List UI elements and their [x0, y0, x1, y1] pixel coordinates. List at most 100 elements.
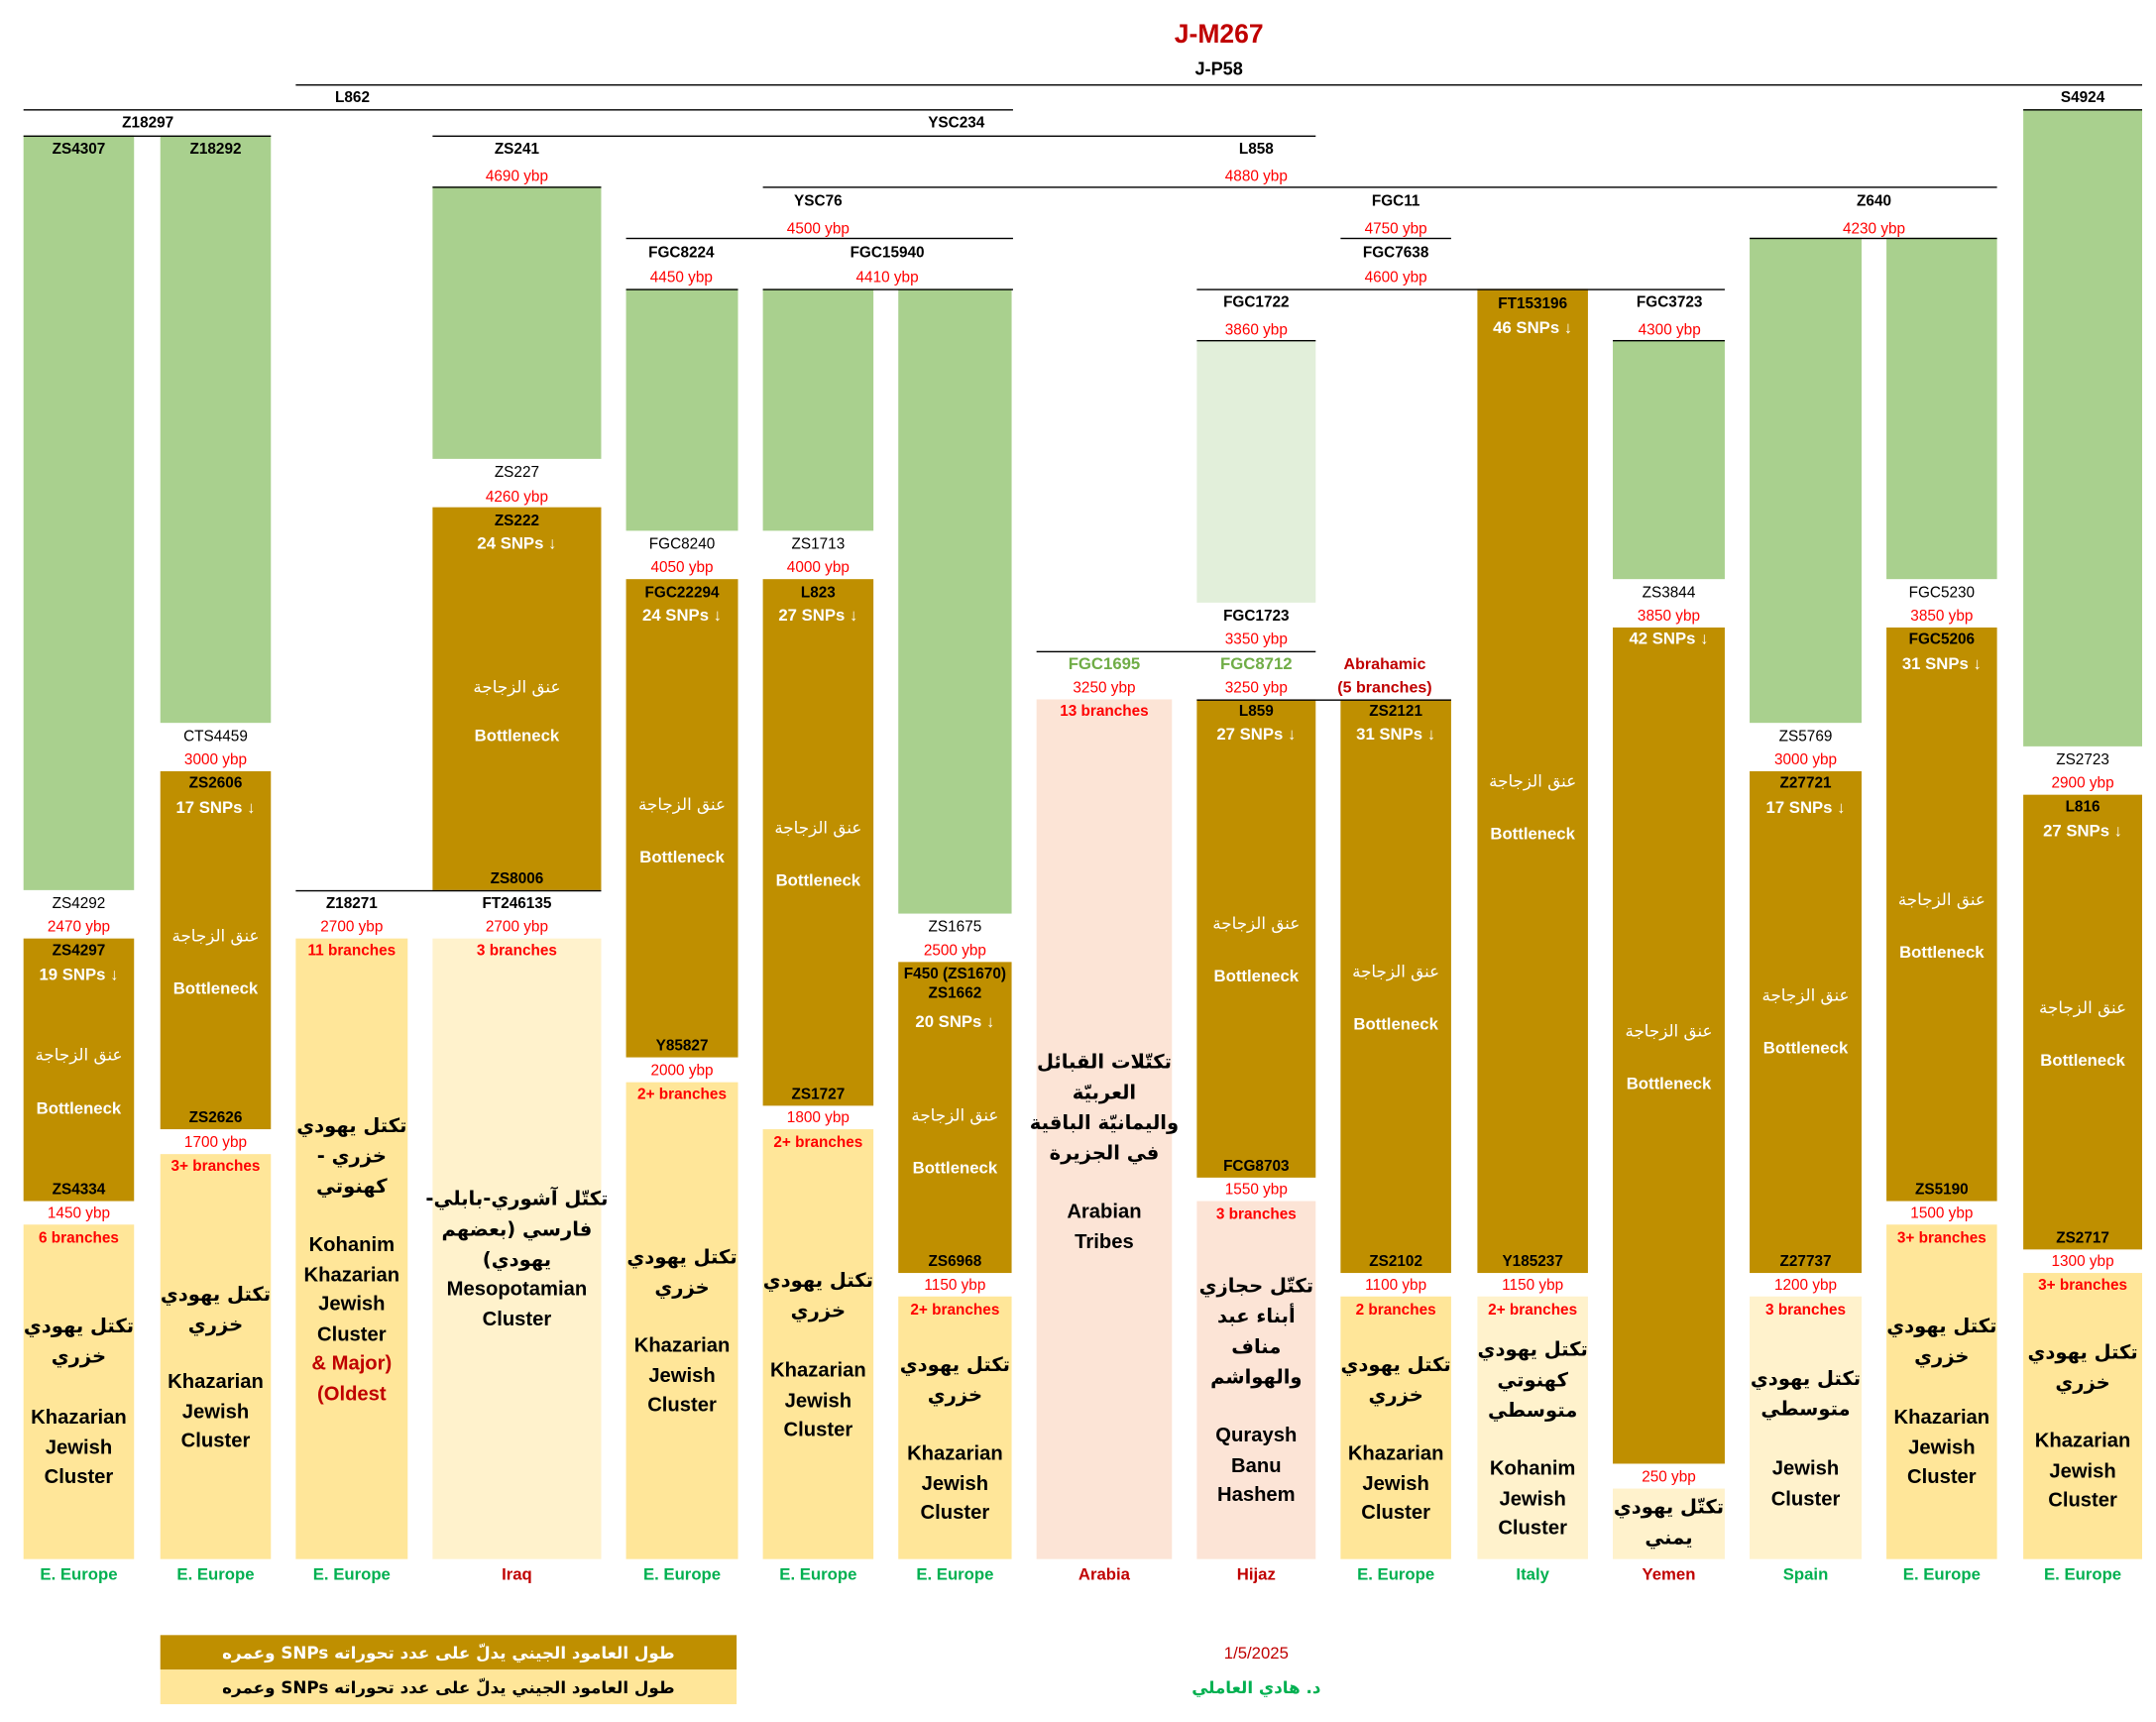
snp-count-label: 17 SNPs ↓ — [175, 797, 256, 817]
bottleneck-label: Bottleneck — [36, 1098, 122, 1118]
snp-free-green-bar — [23, 135, 135, 890]
branch-count-label: 3+ branches — [170, 1158, 261, 1176]
tree-branch-line — [1196, 699, 1451, 701]
diagram-title: J-M267 — [1174, 20, 1264, 51]
clade-label: ZS4292 — [52, 895, 106, 913]
bottleneck-bar — [1340, 699, 1451, 1274]
cluster-bar — [295, 938, 408, 1559]
bottleneck-arabic-label: عنق الزجاجة — [1897, 889, 1986, 910]
cluster-bar — [432, 938, 602, 1559]
region-label: Spain — [1782, 1564, 1829, 1584]
cluster-label: Kohanim Khazarian Jewish Cluster — [303, 1234, 400, 1346]
bottleneck-label: Bottleneck — [1213, 966, 1300, 986]
age-label: 4690 ybp — [485, 169, 548, 185]
clade-label: ZS4307 — [52, 141, 106, 158]
tree-branch-line — [1613, 339, 1725, 342]
snp-free-green-bar — [1750, 237, 1862, 724]
cluster-bar — [2023, 1273, 2143, 1559]
cluster-arabic-label: تكتّل آشوري-بابلي- فارسي (بعضهم يهودي) — [425, 1189, 609, 1272]
age-label: 1450 ybp — [47, 1205, 111, 1222]
snp-top-label: L816 — [2065, 798, 2100, 816]
age-label: 3000 ybp — [183, 751, 248, 769]
snp-count-label: 24 SNPs ↓ — [477, 533, 557, 553]
branch-count-label: 2+ branches — [773, 1134, 863, 1152]
cluster-bar — [898, 1296, 1012, 1559]
branch-count-label: 2+ branches — [910, 1302, 1000, 1320]
snp-count-label: 27 SNPs ↓ — [2043, 821, 2123, 841]
clade-label: ZS1713 — [791, 535, 846, 553]
cluster-label: Khazarian Jewish Cluster — [907, 1442, 1003, 1526]
cluster-bar — [1477, 1296, 1588, 1559]
age-label: 3850 ybp — [1637, 608, 1701, 626]
cluster-arabic-label: تكتل يهودي متوسطي — [1750, 1368, 1862, 1422]
region-label: E. Europe — [40, 1564, 118, 1584]
branch-count-label: 3+ branches — [1896, 1229, 1986, 1247]
snp-free-green-bar — [1613, 339, 1725, 580]
branch-count-label: 11 branches — [307, 942, 397, 960]
age-label: 4260 ybp — [485, 489, 548, 507]
region-label: E. Europe — [779, 1564, 857, 1584]
cluster-label: Khazarian Jewish Cluster — [1347, 1442, 1444, 1526]
cluster-label: Quraysh Banu Hashem — [1215, 1425, 1298, 1507]
age-label: 1800 ybp — [786, 1109, 850, 1127]
snp-bottom-label: Y185237 — [1502, 1253, 1563, 1271]
snp-top-label: ZS222 — [494, 513, 540, 529]
snp-free-green-bar — [160, 135, 272, 724]
clade-label: FGC5230 — [1908, 584, 1976, 602]
bottleneck-arabic-label: عنق الزجاجة — [1761, 985, 1850, 1005]
region-label: E. Europe — [176, 1564, 255, 1584]
age-label: 4450 ybp — [649, 269, 713, 287]
snp-bottom-label: ZS8006 — [490, 870, 544, 888]
age-label: 3850 ybp — [1910, 608, 1974, 626]
bottleneck-bar — [1477, 288, 1588, 1274]
tree-branch-line — [1036, 650, 1316, 653]
date-label: 1/5/2025 — [1223, 1643, 1289, 1664]
tree-node-label: ZS241 — [494, 141, 540, 158]
snp-bottom-label: ZS2717 — [2056, 1229, 2109, 1247]
branch-count-label: 3 branches — [1215, 1206, 1297, 1223]
snp-bottom-label: ZS5190 — [1914, 1182, 1969, 1199]
snp-free-green-bar — [898, 288, 1012, 914]
cluster-arabic-label: تكتّلات القبائل العربيّة واليمانيّة البا… — [1029, 1051, 1180, 1166]
bottleneck-bar — [160, 770, 272, 1130]
cluster-bar — [23, 1224, 135, 1559]
snp-top-label: ZS2606 — [188, 775, 243, 792]
age-label: 3350 ybp — [1224, 631, 1288, 648]
cluster-arabic-label: تكتل يهودي خزري — [1886, 1316, 1997, 1369]
age-label: 1150 ybp — [1502, 1277, 1564, 1294]
snp-free-green-bar — [1886, 237, 1997, 580]
tree-node-label: YSC234 — [928, 114, 985, 132]
snp-top-label: FGC5206 — [1908, 631, 1976, 648]
clade-label: Z18292 — [189, 141, 242, 158]
tree-node-label: FGC1695 — [1068, 653, 1141, 673]
bottleneck-label: Bottleneck — [1899, 942, 1985, 963]
snp-count-label: 17 SNPs ↓ — [1765, 797, 1846, 817]
snp-free-pale-bar — [1196, 339, 1316, 603]
region-label: Iraq — [502, 1564, 532, 1584]
age-label: 1500 ybp — [1910, 1205, 1974, 1222]
bottleneck-bar — [1886, 627, 1997, 1202]
bottleneck-bar — [1613, 627, 1725, 1464]
branch-count-label: 2+ branches — [637, 1086, 728, 1103]
cluster-note-label: & Major) (Oldest — [311, 1352, 393, 1406]
snp-free-green-bar — [2023, 109, 2143, 746]
snp-bottom-label: Y85827 — [655, 1038, 709, 1055]
tree-node-label: FGC1722 — [1223, 293, 1290, 311]
bottleneck-bar — [2023, 794, 2143, 1250]
tree-branch-line — [23, 109, 1013, 111]
cluster-arabic-label: تكتل يهودي خزري — [2027, 1341, 2138, 1395]
bottleneck-arabic-label: عنق الزجاجة — [171, 926, 260, 946]
bottleneck-arabic-label: عنق الزجاجة — [1212, 913, 1301, 934]
cluster-bar — [762, 1129, 874, 1559]
snp-count-label: 27 SNPs ↓ — [778, 605, 858, 626]
cluster-label: Khazarian Jewish Cluster — [770, 1359, 866, 1442]
snp-top-label: L859 — [1238, 703, 1274, 721]
bottleneck-label: Bottleneck — [1762, 1038, 1849, 1058]
cluster-arabic-label: تكتّل حجازي أبناء عبد مناف والهواشم — [1198, 1275, 1314, 1390]
tree-node-label: YSC76 — [794, 193, 843, 210]
age-label: 4500 ybp — [786, 221, 850, 238]
tree-branch-line — [432, 135, 1316, 138]
tree-branch-line — [295, 84, 2143, 86]
tree-branch-line — [1196, 288, 1725, 290]
bottleneck-arabic-label: عنق الزجاجة — [911, 1105, 999, 1125]
